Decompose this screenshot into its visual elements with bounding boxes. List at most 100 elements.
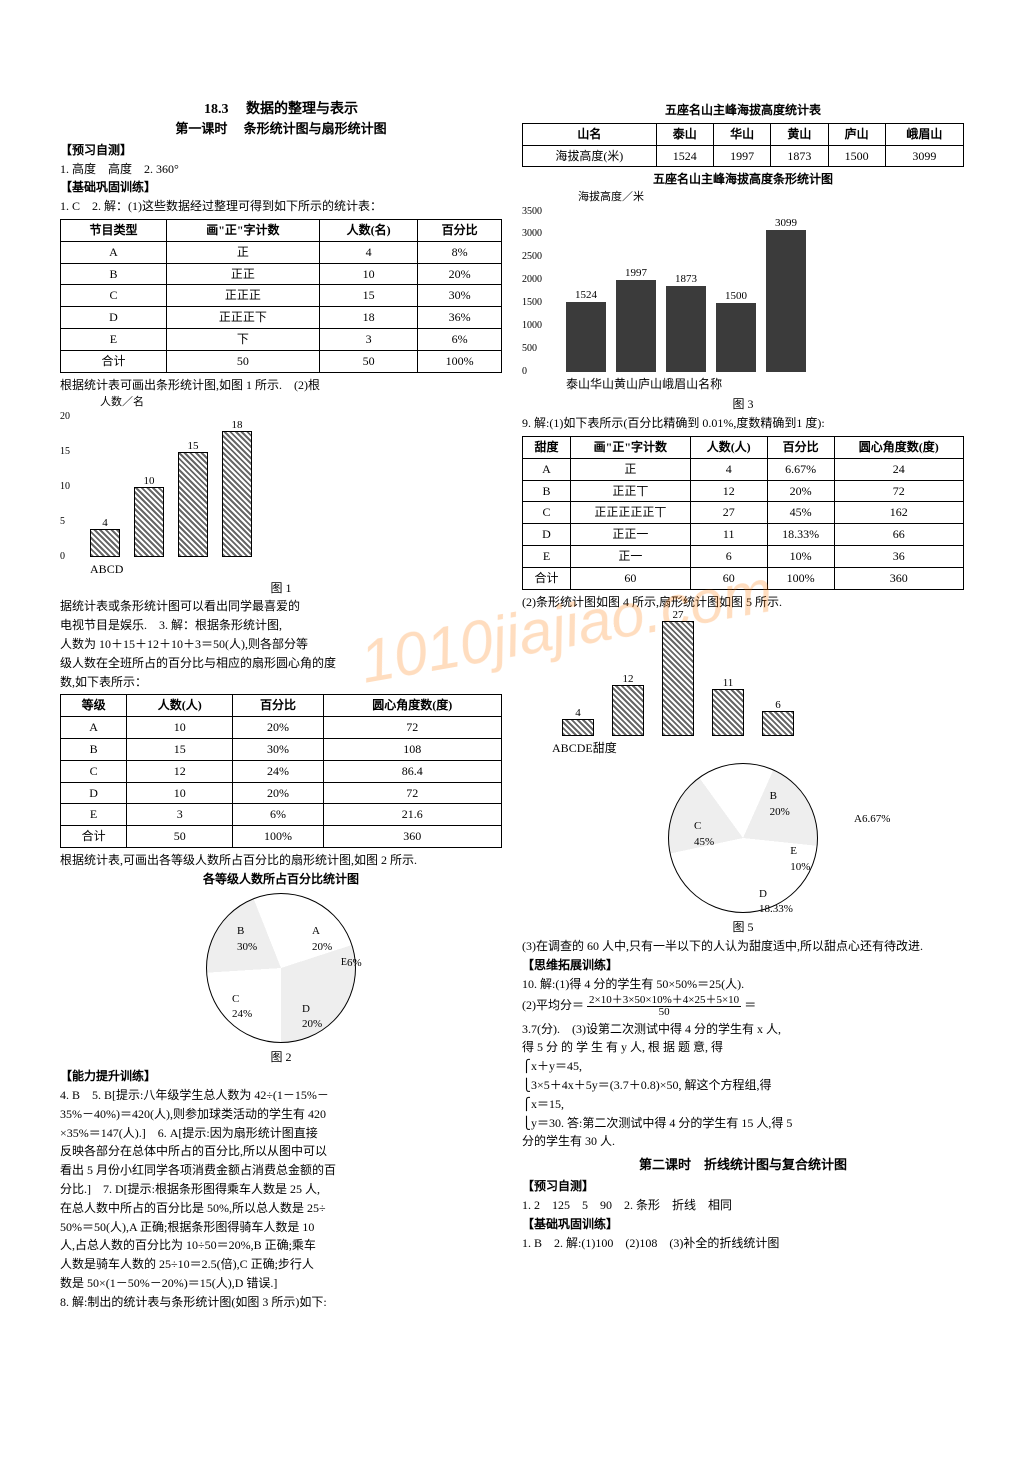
- td: 36%: [418, 307, 502, 329]
- pct: 30%: [237, 940, 257, 955]
- td: C: [61, 285, 167, 307]
- q9-3: (3)在调查的 60 人中,只有一半以下的人认为甜度适中,所以甜点心还有待改进.: [522, 938, 964, 955]
- body: 得 5 分 的 学 生 有 y 人, 根 据 题 意, 得: [522, 1039, 964, 1056]
- td: 3: [127, 804, 233, 826]
- body: 在总人数中所占的百分比是 50%,所以总人数是 25÷: [60, 1200, 502, 1217]
- ytick: 3000: [522, 227, 542, 241]
- section-title: 18.3 数据的整理与表示: [60, 100, 502, 120]
- bar: 11: [712, 689, 744, 736]
- td: A: [523, 458, 571, 480]
- td: D: [523, 524, 571, 546]
- xlabel: 泰山: [566, 377, 590, 391]
- chart1-cap: 图 1: [60, 580, 502, 597]
- td: 86.4: [323, 760, 501, 782]
- bar-label: 12: [623, 672, 634, 687]
- right-column: 五座名山主峰海拔高度统计表 山名 泰山 华山 黄山 庐山 峨眉山 海拔高度(米)…: [522, 100, 964, 1313]
- lesson-no: 第一课时: [175, 121, 227, 136]
- page: 18.3 数据的整理与表示 第一课时 条形统计图与扇形统计图 【预习自测】 1.…: [60, 100, 964, 1313]
- table-row: E下36%: [61, 328, 502, 350]
- l2-basic-h: 【基础巩固训练】: [522, 1216, 964, 1233]
- td: 10%: [767, 545, 834, 567]
- body: 1. B 2. 解:(1)100 (2)108 (3)补全的折线统计图: [522, 1235, 964, 1252]
- bar-label: 11: [723, 676, 734, 691]
- pie-lbl: C24%: [232, 992, 239, 1007]
- body: ⎩y＝30. 答:第二次测试中得 4 分的学生有 15 人,得 5: [522, 1115, 964, 1132]
- bar-label: 4: [102, 516, 108, 531]
- l2-prev-h: 【预习自测】: [522, 1178, 964, 1195]
- label: (2)平均分＝: [522, 998, 584, 1012]
- td: 正正正下: [166, 307, 319, 329]
- td: 20%: [233, 717, 323, 739]
- xlabel: C: [107, 562, 115, 576]
- ytick: 3500: [522, 205, 542, 219]
- td: 18: [319, 307, 417, 329]
- pie-lbl: D20%: [302, 1002, 310, 1017]
- td: 50: [166, 350, 319, 372]
- pie-lbl: C45%: [694, 819, 701, 834]
- body: 分的学生有 30 人.: [522, 1133, 964, 1150]
- td: 24%: [233, 760, 323, 782]
- pct: 18.33%: [759, 902, 793, 917]
- th: 人数(人): [127, 695, 233, 717]
- td: 合计: [523, 567, 571, 589]
- td: A: [61, 241, 167, 263]
- bar-label: 3099: [775, 216, 797, 231]
- th: 节目类型: [61, 219, 167, 241]
- body: ⎧x＋y＝45,: [522, 1058, 964, 1075]
- th: 画"正"字计数: [166, 219, 319, 241]
- preview-line: 1. 高度 高度 2. 360°: [60, 161, 502, 178]
- body: 人,占总人数的百分比为 10÷50＝20%,B 正确;乘车: [60, 1237, 502, 1254]
- td: 10: [127, 717, 233, 739]
- td: 正正正: [166, 285, 319, 307]
- table-row: A1020%72: [61, 717, 502, 739]
- td: 海拔高度(米): [523, 145, 657, 167]
- td: 15: [319, 285, 417, 307]
- bar-label: 1873: [675, 272, 697, 287]
- table-row: C1224%86.4: [61, 760, 502, 782]
- bar-label: 27: [673, 608, 684, 623]
- basic-heading: 【基础巩固训练】: [60, 179, 502, 196]
- pie1-cap: 图 2: [60, 1049, 502, 1066]
- bar: 6: [762, 711, 794, 737]
- bar-label: 18: [232, 418, 243, 433]
- td: 12: [127, 760, 233, 782]
- pie-lbl: B20%: [770, 789, 777, 804]
- table-row: 合计50100%360: [61, 826, 502, 848]
- td: 72: [834, 480, 963, 502]
- bar: 10: [134, 487, 164, 557]
- td: B: [61, 738, 127, 760]
- pct: 6.67%: [862, 812, 890, 827]
- td: 正: [166, 241, 319, 263]
- table-row: A正48%: [61, 241, 502, 263]
- ytick: 1000: [522, 319, 542, 333]
- body: 反映各部分在总体中所占的百分比,所以从图中可以: [60, 1143, 502, 1160]
- body: 数是 50×(1－50%－20%)＝15(人),D 错误.]: [60, 1275, 502, 1292]
- td: 合计: [61, 826, 127, 848]
- pie-lbl: A20%: [312, 924, 320, 939]
- th: 圆心角度数(度): [834, 436, 963, 458]
- td: 20%: [767, 480, 834, 502]
- mountain-chart: 0500100015002000250030003500 15241997187…: [566, 212, 954, 372]
- bars: 41227116: [552, 616, 954, 736]
- bar-label: 15: [188, 439, 199, 454]
- body: ⎩3×5＋4x＋5y＝(3.7＋0.8)×50, 解这个方程组,得: [522, 1077, 964, 1094]
- xlabel: B: [561, 741, 569, 755]
- td: 100%: [767, 567, 834, 589]
- ytick: 2000: [522, 273, 542, 287]
- th: 甜度: [523, 436, 571, 458]
- th: 画"正"字计数: [570, 436, 690, 458]
- th: 山名: [523, 123, 657, 145]
- basic-line1: 1. C 2. 解：(1)这些数据经过整理可得到如下所示的统计表：: [60, 198, 502, 215]
- bar-label: 1500: [725, 289, 747, 304]
- td: E: [61, 328, 167, 350]
- td: D: [61, 782, 127, 804]
- ytick: 20: [60, 410, 70, 424]
- th: 黄山: [771, 123, 828, 145]
- ytick: 2500: [522, 250, 542, 264]
- td: 36: [834, 545, 963, 567]
- pie-lbl: D18.33%: [759, 887, 767, 902]
- td: 3: [319, 328, 417, 350]
- table-row: A正46.67%24: [523, 458, 964, 480]
- bar: 4: [90, 529, 120, 557]
- body: 人数为 10＋15＋12＋10＋3＝50(人),则各部分等: [60, 636, 502, 653]
